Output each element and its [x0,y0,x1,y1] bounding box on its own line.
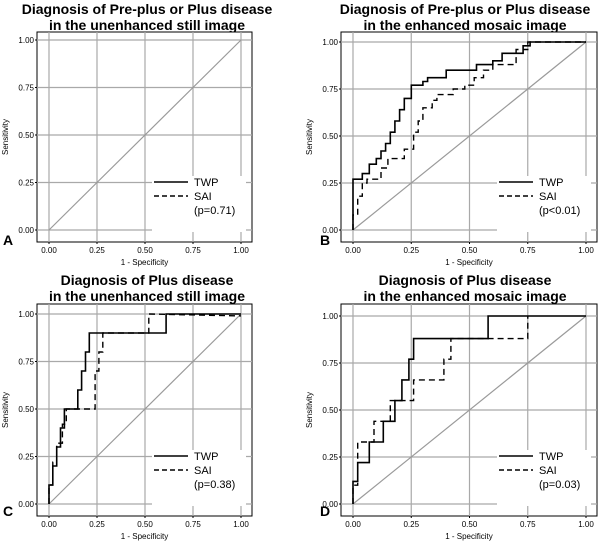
y-tick-label: 0.50 [18,405,34,414]
x-tick-label: 0.75 [520,246,536,255]
y-tick-label: 0.75 [322,85,338,94]
legend-p-value: (p=0.71) [194,205,235,217]
reference-diagonal [352,41,587,231]
x-tick-label: 0.25 [403,520,419,529]
x-tick-label: 1.00 [233,520,249,529]
x-tick-label: 0.75 [185,246,201,255]
y-tick-label: 0.25 [18,453,34,462]
series-line-sai [352,316,529,504]
x-tick-label: 0.25 [89,520,105,529]
x-tick-label: 0.50 [137,520,153,529]
legend-background [152,176,246,232]
y-tick-label: 1.00 [18,36,34,45]
x-tick-label: 0.50 [137,246,153,255]
panel-letter: C [3,503,13,519]
y-tick-label: 0.50 [322,406,338,415]
y-tick-label: 0.50 [322,132,338,141]
y-tick-label: 0.00 [18,500,34,509]
y-tick-label: 0.00 [322,500,338,509]
x-tick-label: 1.00 [578,246,594,255]
x-tick-label: 1.00 [578,520,594,529]
reference-diagonal [48,39,242,231]
panel-letter: A [3,232,13,248]
x-axis-label: 1 - Specificity [445,532,493,541]
x-tick-label: 1.00 [233,246,249,255]
panel-letter: B [320,232,330,248]
legend-p-value: (p=0.38) [194,479,235,491]
roc-panel-a: Diagnosis of Pre-plus or Plus diseasein … [1,1,272,267]
reference-diagonal [352,315,587,505]
y-tick-label: 0.50 [18,131,34,140]
x-tick-label: 0.50 [462,520,478,529]
panel-title-line1: Diagnosis of Pre-plus or Plus disease [22,1,273,17]
y-tick-label: 0.75 [322,359,338,368]
y-tick-label: 0.00 [18,226,34,235]
y-tick-label: 0.75 [18,84,34,93]
x-tick-label: 0.75 [185,520,201,529]
x-tick-label: 0.00 [345,246,361,255]
y-tick-label: 0.25 [18,179,34,188]
panel-title-line1: Diagnosis of Plus disease [379,272,552,288]
y-axis-label: Sensitivity [305,119,314,155]
y-axis-label: Sensitivity [1,119,10,155]
x-axis-label: 1 - Specificity [445,258,493,267]
x-axis-label: 1 - Specificity [121,258,169,267]
y-tick-label: 0.25 [322,179,338,188]
legend-label-twp: TWP [539,177,563,189]
y-tick-label: 1.00 [18,310,34,319]
y-tick-label: 0.75 [18,358,34,367]
y-axis-label: Sensitivity [1,392,10,428]
panel-title-line2: in the enhanced mosaic image [363,288,566,304]
panel-title-line1: Diagnosis of Plus disease [61,272,234,288]
y-tick-label: 1.00 [322,38,338,47]
legend-label-twp: TWP [539,451,563,463]
legend-background [497,450,591,506]
reference-diagonal [48,313,242,505]
panel-letter: D [320,503,330,519]
y-axis-label: Sensitivity [305,392,314,428]
x-tick-label: 0.00 [41,520,57,529]
legend-p-value: (p<0.01) [539,205,580,217]
legend-background [152,450,246,506]
legend-label-sai: SAI [194,465,212,477]
x-axis-label: 1 - Specificity [121,532,169,541]
panel-title-line2: in the unenhanced still image [49,288,245,304]
panel-title-line1: Diagnosis of Pre-plus or Plus disease [340,1,591,17]
y-tick-label: 0.25 [322,453,338,462]
legend-label-twp: TWP [194,451,218,463]
roc-panel-b: Diagnosis of Pre-plus or Plus diseasein … [305,1,598,267]
legend-label-sai: SAI [539,465,557,477]
panel-title-line2: in the enhanced mosaic image [363,17,566,33]
panel-title-line2: in the unenhanced still image [49,17,245,33]
legend-label-twp: TWP [194,177,218,189]
series-line-sai [352,41,586,230]
x-tick-label: 0.00 [345,520,361,529]
x-tick-label: 0.75 [520,520,536,529]
legend-label-sai: SAI [194,191,212,203]
legend-label-sai: SAI [539,191,557,203]
x-tick-label: 0.25 [89,246,105,255]
series-line-twp [352,41,586,230]
x-tick-label: 0.25 [403,246,419,255]
legend-p-value: (p=0.03) [539,479,580,491]
legend-background [497,176,591,232]
x-tick-label: 0.50 [462,246,478,255]
y-tick-label: 0.00 [322,226,338,235]
series-line-sai [48,313,242,504]
x-tick-label: 0.00 [41,246,57,255]
y-tick-label: 1.00 [322,312,338,321]
